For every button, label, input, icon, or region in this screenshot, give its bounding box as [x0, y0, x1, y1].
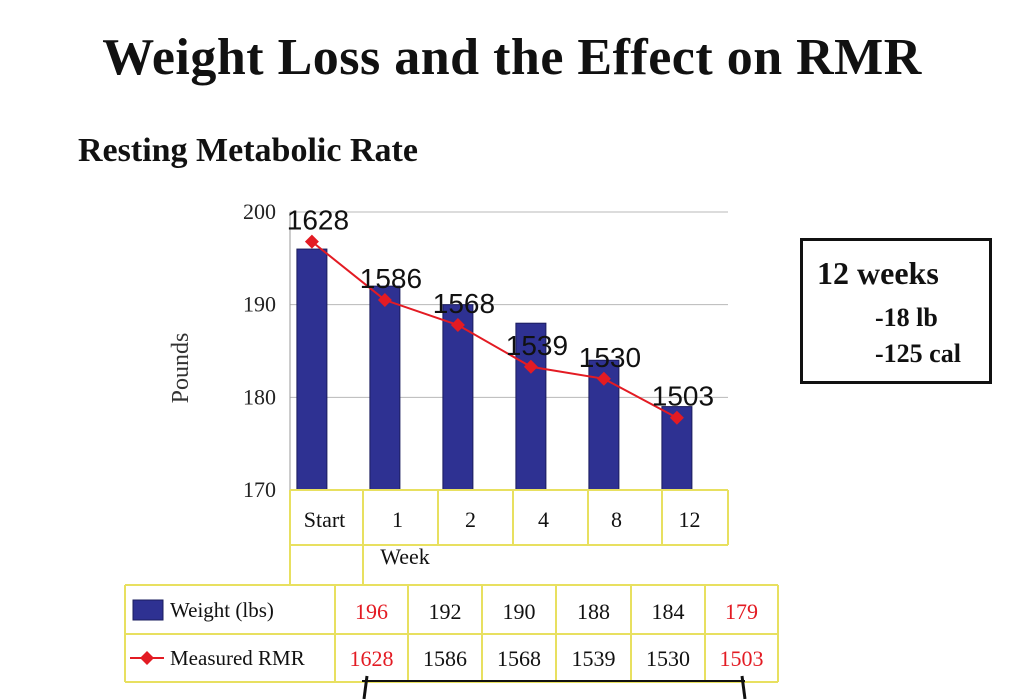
- x-tick-label: 8: [611, 507, 622, 532]
- rmr-point: [523, 359, 538, 374]
- summary-heading: 12 weeks: [817, 255, 939, 291]
- summary-box: 12 weeks -18 lb -125 cal: [800, 238, 992, 384]
- legend-weight-swatch: [132, 599, 164, 621]
- legend-rmr-label: Measured RMR: [170, 646, 305, 670]
- y-axis-ticks: 170 180 190 200: [243, 199, 276, 502]
- x-axis-label: Week: [380, 544, 430, 569]
- rmr-data-label: 1530: [579, 342, 641, 373]
- table-rmr-cell: 1539: [572, 646, 616, 671]
- rmr-series-line: [311, 240, 678, 419]
- weight-bar: [369, 285, 401, 491]
- chart-title: Resting Metabolic Rate: [78, 132, 418, 169]
- weight-bars: [296, 248, 693, 491]
- weight-bar: [515, 322, 547, 491]
- table-weight-cell: 179: [725, 599, 758, 624]
- rmr-data-label: 1568: [433, 288, 495, 319]
- table-weight-cell: 188: [577, 599, 610, 624]
- table-rmr-cell: 1503: [720, 646, 764, 671]
- x-tick-label: 2: [465, 507, 476, 532]
- rmr-labels: 1628 1586 1568 1539 1530 1503: [287, 205, 714, 412]
- page-title: Weight Loss and the Effect on RMR: [102, 29, 922, 86]
- x-tick-label: 4: [538, 507, 549, 532]
- x-tick-label: Start: [304, 507, 346, 532]
- rmr-data-label: 1586: [360, 263, 422, 294]
- rmr-line: [304, 234, 684, 425]
- rmr-data-label: 1539: [506, 330, 568, 361]
- rmr-point: [304, 234, 319, 249]
- legend-weight-label: Weight (lbs): [170, 598, 274, 622]
- y-tick-label: 200: [243, 199, 276, 224]
- table-weight-cell: 184: [652, 599, 685, 624]
- table-rmr-cell: 1586: [423, 646, 467, 671]
- rmr-point: [450, 318, 465, 333]
- table-weight-cell: 190: [503, 599, 536, 624]
- table-rmr-cell: 1568: [497, 646, 541, 671]
- table-rmr-cell: 1530: [646, 646, 690, 671]
- y-tick-label: 170: [243, 477, 276, 502]
- weight-bar: [296, 248, 328, 491]
- legend-rmr-marker: [140, 651, 154, 665]
- rmr-point: [669, 410, 684, 425]
- y-axis-label: Pounds: [168, 333, 194, 404]
- bracket-arrows: [362, 675, 747, 699]
- summary-calorie-change: -125 cal: [875, 339, 961, 368]
- table-weight-cell: 196: [355, 599, 388, 624]
- rmr-point: [596, 371, 611, 386]
- x-tick-label: 12: [679, 507, 701, 532]
- rmr-point: [377, 293, 392, 308]
- y-tick-label: 180: [243, 384, 276, 409]
- table-rmr-cell: 1628: [350, 646, 394, 671]
- weight-bar: [442, 304, 474, 491]
- x-tick-label: 1: [392, 507, 403, 532]
- table-weight-cell: 192: [429, 599, 462, 624]
- y-tick-label: 190: [243, 292, 276, 317]
- rmr-data-label: 1628: [287, 205, 349, 236]
- rmr-data-label: 1503: [652, 381, 714, 412]
- summary-weight-change: -18 lb: [875, 303, 938, 332]
